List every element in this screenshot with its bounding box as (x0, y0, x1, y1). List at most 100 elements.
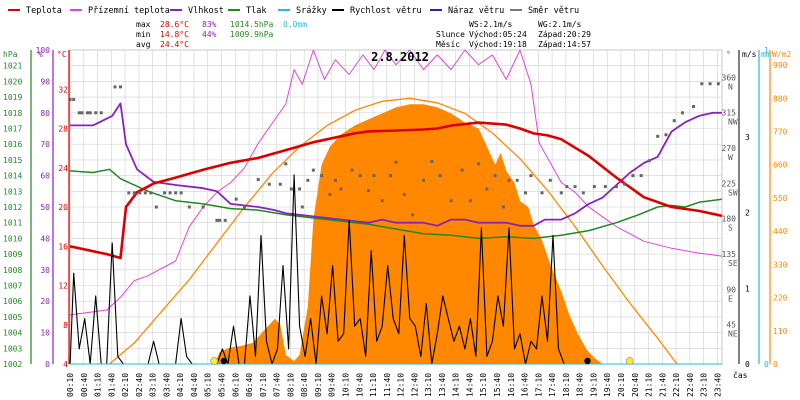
tick-label-temperature: 4 (63, 360, 68, 369)
wind-direction-point (501, 205, 505, 209)
legend-label: Rychlost větru (350, 6, 422, 16)
wind-direction-point (639, 174, 643, 178)
tick-label-time: 15:10 (479, 373, 488, 397)
wind-direction-point (311, 168, 315, 172)
wind-direction-point (306, 178, 310, 182)
wind-direction-point (300, 205, 304, 209)
tick-label-rain: 0 (764, 360, 769, 369)
wind-direction-point (358, 174, 362, 178)
tick-label-temperature: 16 (58, 242, 68, 251)
tick-label-solar: 660 (773, 161, 788, 170)
tick-label-direction: 90 (726, 285, 736, 294)
wind-direction-point (339, 187, 343, 191)
stat-avg-label: avg (136, 40, 151, 49)
tick-label-wind: 2 (745, 209, 750, 218)
stat-min-hum: 44% (202, 30, 217, 39)
wind-direction-point (647, 159, 651, 163)
stat-max-label: max (136, 20, 151, 29)
tick-label-time: 00:40 (80, 373, 89, 397)
chart-title: 2.8.2012 (371, 50, 429, 64)
tick-label-solar: 550 (773, 194, 788, 203)
wind-direction-point (77, 111, 81, 115)
wind-direction-point (681, 111, 685, 115)
wind-direction-point (372, 174, 376, 178)
unit-ms: m/s (742, 50, 757, 59)
wind-direction-point (388, 174, 392, 178)
wind-direction-point (708, 82, 712, 86)
tick-label-time: 11:10 (369, 373, 378, 397)
wind-direction-point (485, 187, 489, 191)
wind-direction-point (664, 133, 668, 137)
wind-direction-point (592, 185, 596, 189)
wind-direction-point (603, 185, 607, 189)
wind-direction-point (350, 168, 354, 172)
unit-hpa: hPa (3, 50, 18, 59)
tick-label-time: 11:40 (383, 373, 392, 397)
wind-direction-point (298, 187, 302, 191)
tick-label-pressure: 1018 (3, 109, 22, 118)
tick-label-wind: 3 (745, 133, 750, 142)
tick-label-time: 05:40 (218, 373, 227, 397)
tick-label-time: 04:40 (190, 373, 199, 397)
wind-direction-point (449, 199, 453, 203)
wind-direction-point (394, 160, 398, 164)
series-theory (109, 97, 678, 365)
series-press (70, 168, 723, 240)
wind-direction-point (623, 182, 627, 186)
wind-direction-point (256, 178, 260, 182)
wind-direction-point (143, 191, 147, 195)
wind-direction-point (201, 205, 205, 209)
wind-direction-point (380, 199, 384, 203)
tick-label-time: 09:10 (314, 373, 323, 397)
tick-label-solar: 220 (773, 294, 788, 303)
tick-label-pressure: 1020 (3, 77, 22, 86)
wind-direction-point (174, 191, 178, 195)
tick-label-direction: 135 (722, 250, 737, 259)
tick-label-time: 20:40 (631, 373, 640, 397)
wind-direction-point (716, 82, 720, 86)
wind-direction-point (320, 174, 324, 178)
tick-label-temperature: 32 (58, 85, 68, 94)
tick-label-temperature: 24 (58, 164, 68, 173)
sun-label: Slunce (436, 30, 465, 39)
tick-label-time: 12:40 (410, 373, 419, 397)
wind-direction-point (119, 85, 123, 89)
sun-set: Západ:20:29 (538, 30, 591, 39)
wind-direction-point (168, 191, 172, 195)
wind-direction-point (529, 174, 533, 178)
axes: 1002100310041005100610071008100910101011… (3, 46, 788, 397)
wind-direction-point (700, 82, 704, 86)
tick-label-time: 19:10 (589, 373, 598, 397)
tick-label-time: 23:10 (700, 373, 709, 397)
wind-direction-point (72, 97, 76, 101)
wind-direction-point (333, 178, 337, 182)
wind-direction-point (127, 191, 131, 195)
tick-label-direction: 225 (722, 179, 737, 188)
tick-label-direction: 360 (722, 73, 737, 82)
tick-label-direction-name: SW (728, 188, 738, 197)
wind-direction-point (581, 191, 585, 195)
tick-label-humidity: 90 (40, 77, 50, 86)
tick-label-time: 00:10 (66, 373, 75, 397)
stat-max-press: 1014.5hPa (230, 20, 274, 29)
tick-label-direction-name: N (728, 82, 733, 91)
legend-label: Vlhkost (188, 6, 224, 16)
tick-label-direction-name: E (728, 294, 733, 303)
tick-label-time: 03:40 (162, 373, 171, 397)
tick-label-time: 21:10 (645, 373, 654, 397)
stat-min-label: min (136, 30, 151, 39)
tick-label-time: 03:10 (149, 373, 158, 397)
wind-direction-point (548, 178, 552, 182)
wind-direction-point (540, 191, 544, 195)
stat-avg-temp: 24.4°C (160, 40, 189, 49)
legend-label: Směr větru (528, 6, 579, 16)
moon-set: Západ:14:57 (538, 40, 591, 49)
tick-label-time: 16:40 (521, 373, 530, 397)
tick-label-time: 14:40 (465, 373, 474, 397)
wind-direction-point (430, 159, 434, 163)
astro-block: WS:2.1m/s WG:2.1m/s Slunce Východ:05:24 … (436, 20, 591, 49)
wind-direction-point (507, 178, 511, 182)
tick-label-direction: 180 (722, 215, 737, 224)
tick-label-time: 02:40 (135, 373, 144, 397)
wind-direction-point (422, 178, 426, 182)
